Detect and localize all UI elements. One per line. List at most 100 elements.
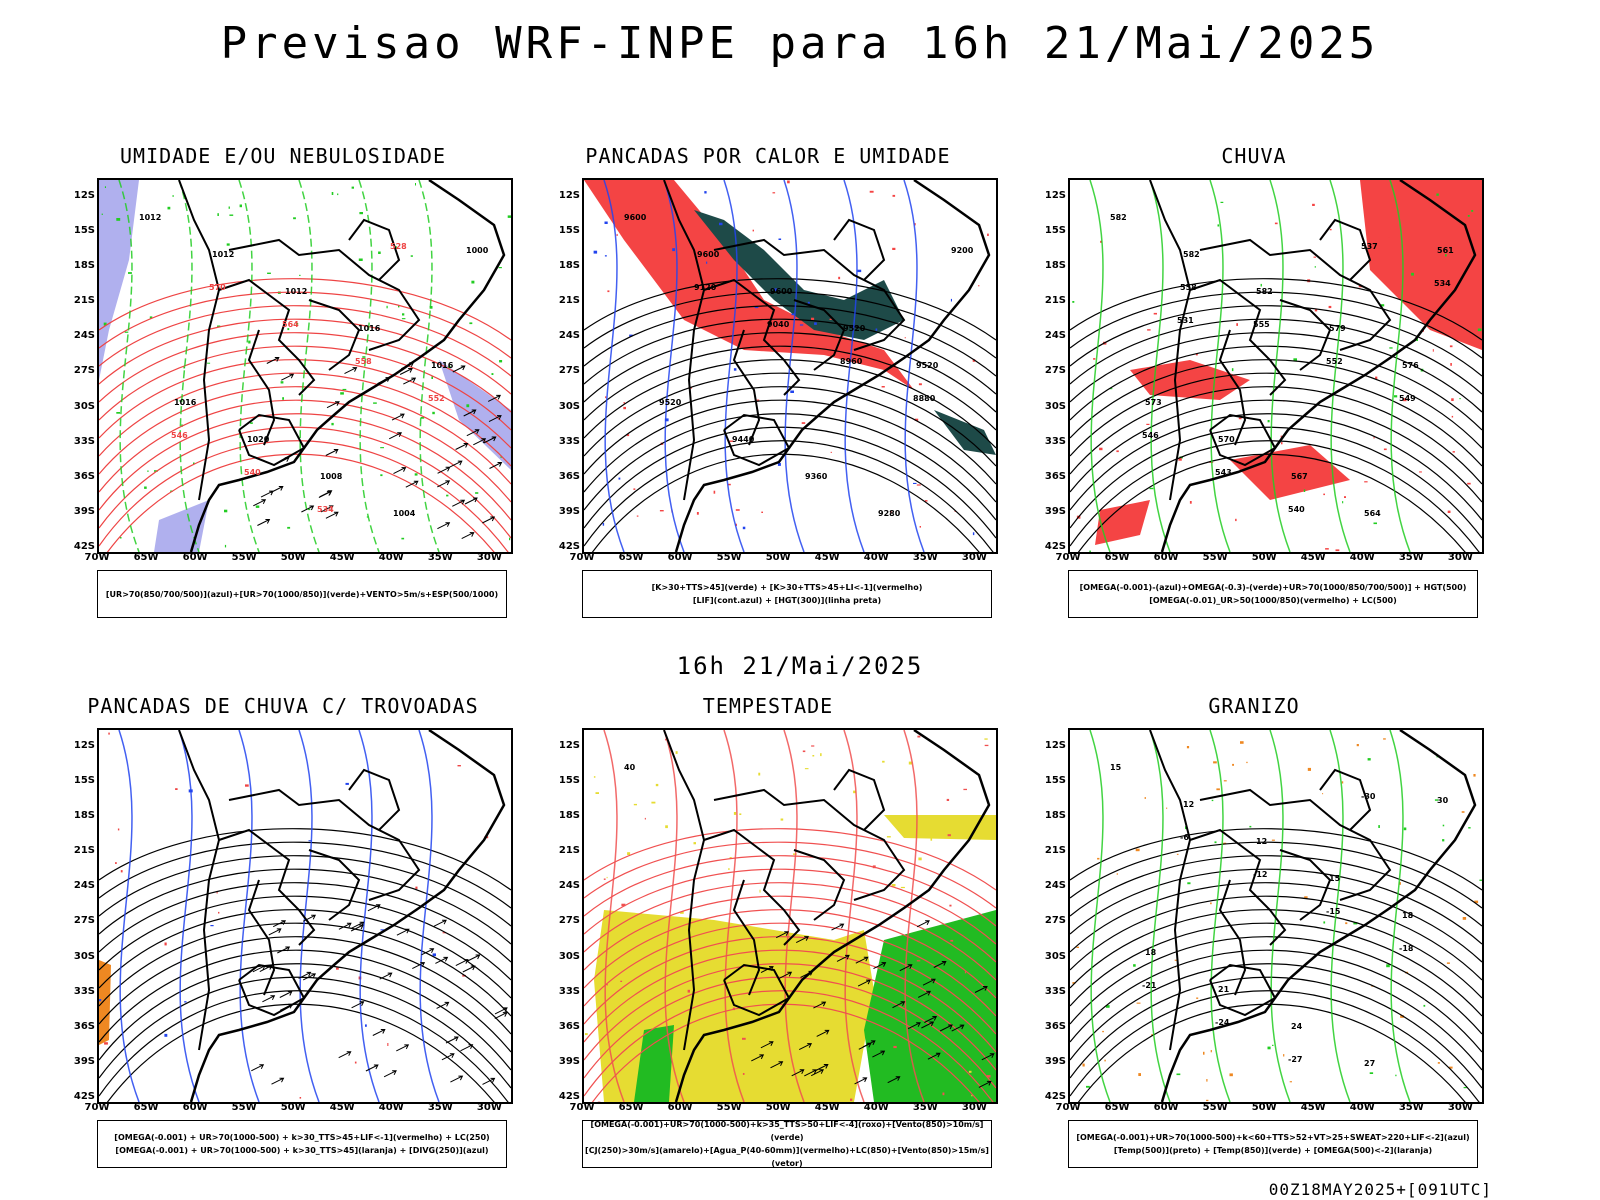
latitude-tick-label: 39S [73, 505, 95, 517]
latitude-tick-label: 39S [1044, 1055, 1066, 1067]
wind-vector [396, 928, 410, 936]
country-border [1218, 879, 1247, 996]
speckle-mark [636, 515, 639, 517]
speckle-mark [299, 1097, 302, 1099]
forecast-map [97, 728, 513, 1104]
speckle-mark [715, 1085, 718, 1088]
legend-box: [K>30+TTS>45](verde) + [K>30+TTS>45+LI<-… [582, 570, 992, 618]
contour-line [1070, 372, 1482, 467]
speckle-mark [736, 928, 741, 931]
shaded-region [99, 960, 111, 1045]
wind-vector [981, 1053, 995, 1061]
speckle-mark [398, 305, 400, 308]
latitude-tick-label: 24S [73, 880, 95, 892]
speckle-mark [1419, 471, 1422, 473]
speckle-mark [650, 960, 654, 964]
latitude-tick-label: 30S [558, 400, 580, 412]
wind-vector [452, 365, 466, 373]
speckle-mark [1474, 900, 1479, 904]
speckle-mark [1136, 1002, 1141, 1004]
latitude-tick-label: 27S [1044, 915, 1066, 927]
speckle-mark [373, 402, 377, 404]
longitude-tick-label: 60W [182, 552, 208, 563]
contour-value-label: 1016 [358, 324, 381, 333]
speckle-mark [644, 817, 646, 820]
speckle-mark [217, 325, 221, 327]
latitude-tick-label: 18S [1044, 810, 1066, 822]
wind-vector [816, 1029, 830, 1037]
speckle-mark [651, 801, 656, 804]
wind-vector [262, 995, 276, 1003]
longitude-tick-label: 50W [1251, 1102, 1277, 1113]
speckle-mark [1463, 1087, 1467, 1089]
panel-title: PANCADAS DE CHUVA C/ TROVOADAS [87, 694, 479, 718]
contour-line [584, 399, 996, 503]
speckle-mark [742, 526, 746, 530]
contour-value-label: 576 [1402, 361, 1419, 370]
contour-value-label: 24 [1291, 1022, 1303, 1031]
speckle-mark [224, 509, 228, 513]
latitude-tick-label: 15S [73, 225, 95, 237]
wind-vector [281, 373, 295, 381]
speckle-mark [729, 440, 734, 442]
wind-vector [396, 1044, 410, 1052]
contour-line [1070, 345, 1482, 431]
wind-vector [907, 1022, 921, 1030]
speckle-mark [116, 218, 121, 221]
contour-value-label: 537 [1361, 242, 1378, 251]
latitude-tick-label: 12S [558, 740, 580, 751]
longitude-axis: 70W 65W 60W 55W 50W 45W 40W 35W 30W [85, 1102, 509, 1116]
wind-vector [798, 1043, 813, 1051]
speckle-mark [633, 488, 636, 490]
longitude-tick-label: 35W [912, 552, 938, 563]
wind-vector [482, 1077, 496, 1085]
wind-vector [462, 965, 476, 973]
speckle-mark [659, 510, 664, 512]
longitude-axis: 70W 65W 60W 55W 50W 45W 40W 35W 30W [1056, 1102, 1480, 1116]
contour-line [1070, 922, 1482, 1017]
speckle-mark [1210, 902, 1212, 905]
speckle-mark [1471, 210, 1474, 212]
speckle-mark [1403, 398, 1407, 402]
speckle-mark [672, 248, 675, 252]
speckle-mark [734, 332, 739, 334]
speckle-mark [593, 776, 596, 778]
contour-value-label: 579 [1329, 324, 1346, 333]
speckle-mark [1151, 1034, 1154, 1036]
speckle-mark [207, 362, 211, 364]
shaded-region [864, 910, 996, 1102]
latitude-tick-label: 42S [558, 1090, 580, 1102]
speckle-mark [1344, 496, 1346, 498]
latitude-tick-label: 30S [1044, 400, 1066, 412]
speckle-mark [287, 526, 291, 529]
speckle-mark [891, 884, 896, 887]
contour-line [584, 426, 996, 539]
speckle-mark [446, 494, 449, 497]
latitude-tick-label: 27S [73, 365, 95, 377]
speckle-mark [735, 509, 740, 511]
speckle-mark [1381, 304, 1385, 307]
speckle-mark [1216, 788, 1220, 791]
speckle-mark [702, 276, 706, 278]
latitude-tick-label: 24S [1044, 880, 1066, 892]
speckle-mark [1206, 1099, 1209, 1102]
wind-vector [391, 413, 405, 421]
speckle-mark [655, 783, 659, 787]
speckle-mark [147, 470, 149, 472]
speckle-mark [626, 434, 630, 437]
legend-box: [OMEGA(-0.001)+UR>70(1000-500)+k>35_TTS>… [582, 1120, 992, 1168]
speckle-mark [1432, 349, 1434, 352]
speckle-mark [1214, 841, 1217, 844]
speckle-mark [1416, 338, 1418, 341]
wind-vector [298, 971, 312, 979]
contour-line [99, 426, 511, 539]
speckle-mark [595, 792, 599, 794]
speckle-mark [1220, 201, 1224, 203]
speckle-mark [299, 274, 301, 276]
contour-line [99, 949, 511, 1053]
speckle-mark [380, 474, 383, 477]
speckle-mark [164, 942, 167, 946]
wind-vector [271, 1077, 285, 1085]
speckle-mark [336, 967, 339, 970]
contour-line [99, 345, 511, 431]
